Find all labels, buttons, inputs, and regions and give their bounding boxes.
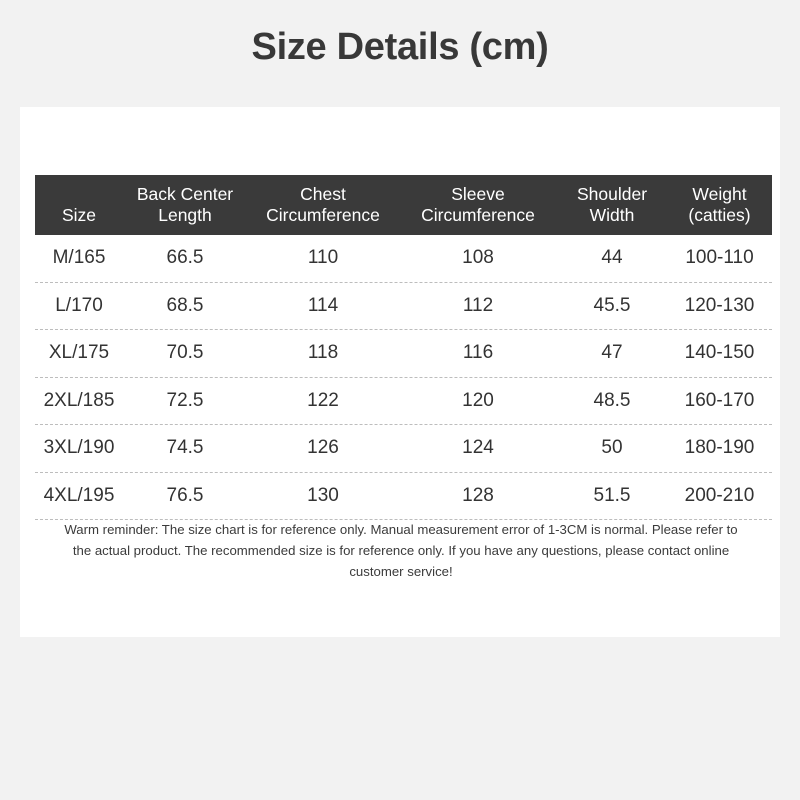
table-row: 2XL/185 72.5 122 120 48.5 160-170	[35, 378, 772, 425]
cell-chest-circumference: 114	[307, 294, 339, 316]
cell-shoulder-width: 47	[601, 342, 623, 364]
cell-shoulder-width: 50	[601, 437, 623, 459]
cell-chest-circumference: 130	[307, 484, 339, 506]
column-header-chest-circumference: Chest Circumference	[266, 184, 380, 225]
column-header-sleeve-circumference: Sleeve Circumference	[421, 184, 535, 225]
cell-chest-circumference: 118	[307, 342, 339, 364]
cell-sleeve-circumference: 112	[462, 294, 494, 316]
cell-sleeve-circumference: 128	[462, 484, 494, 506]
cell-back-center-length: 74.5	[166, 437, 204, 459]
cell-size: L/170	[55, 294, 103, 316]
cell-size: 4XL/195	[43, 484, 115, 506]
cell-chest-circumference: 122	[307, 389, 339, 411]
cell-back-center-length: 70.5	[166, 342, 204, 364]
table-row: 3XL/190 74.5 126 124 50 180-190	[35, 425, 772, 473]
column-header-back-center-length: Back Center Length	[136, 184, 234, 225]
warm-reminder-note: Warm reminder: The size chart is for ref…	[64, 522, 738, 579]
table-row: XL/175 70.5 118 116 47 140-150	[35, 330, 772, 378]
cell-weight: 100-110	[685, 247, 754, 269]
cell-size: 2XL/185	[43, 389, 115, 411]
cell-back-center-length: 68.5	[166, 294, 204, 316]
table-header-row: Size Back Center Length Chest Circumfere…	[35, 175, 772, 235]
cell-back-center-length: 76.5	[166, 484, 204, 506]
table-row: M/165 66.5 110 108 44 100-110	[35, 235, 772, 283]
cell-weight: 120-130	[684, 294, 755, 316]
cell-weight: 160-170	[684, 389, 755, 411]
cell-chest-circumference: 110	[307, 247, 339, 269]
cell-sleeve-circumference: 120	[462, 389, 494, 411]
cell-size: 3XL/190	[43, 437, 115, 459]
cell-sleeve-circumference: 116	[462, 342, 494, 364]
cell-shoulder-width: 45.5	[593, 294, 631, 316]
cell-weight: 180-190	[684, 437, 755, 459]
table-row: L/170 68.5 114 112 45.5 120-130	[35, 283, 772, 330]
column-header-shoulder-width: Shoulder Width	[576, 184, 648, 225]
cell-shoulder-width: 48.5	[593, 389, 631, 411]
cell-shoulder-width: 51.5	[593, 484, 631, 506]
cell-sleeve-circumference: 108	[462, 247, 494, 269]
cell-weight: 140-150	[684, 342, 755, 364]
cell-sleeve-circumference: 124	[462, 437, 494, 459]
table-row: 4XL/195 76.5 130 128 51.5 200-210	[35, 473, 772, 520]
cell-back-center-length: 72.5	[166, 389, 204, 411]
page-title: Size Details (cm)	[251, 26, 549, 68]
cell-size: M/165	[52, 247, 106, 269]
cell-size: XL/175	[48, 342, 110, 364]
column-header-size: Size	[61, 205, 97, 225]
cell-shoulder-width: 44	[601, 247, 623, 269]
cell-back-center-length: 66.5	[166, 247, 204, 269]
cell-weight: 200-210	[684, 484, 755, 506]
cell-chest-circumference: 126	[307, 437, 339, 459]
size-chart-card: Size Back Center Length Chest Circumfere…	[20, 107, 780, 637]
size-details-table: Size Back Center Length Chest Circumfere…	[35, 175, 772, 520]
column-header-weight-catties: Weight (catties)	[688, 184, 751, 225]
